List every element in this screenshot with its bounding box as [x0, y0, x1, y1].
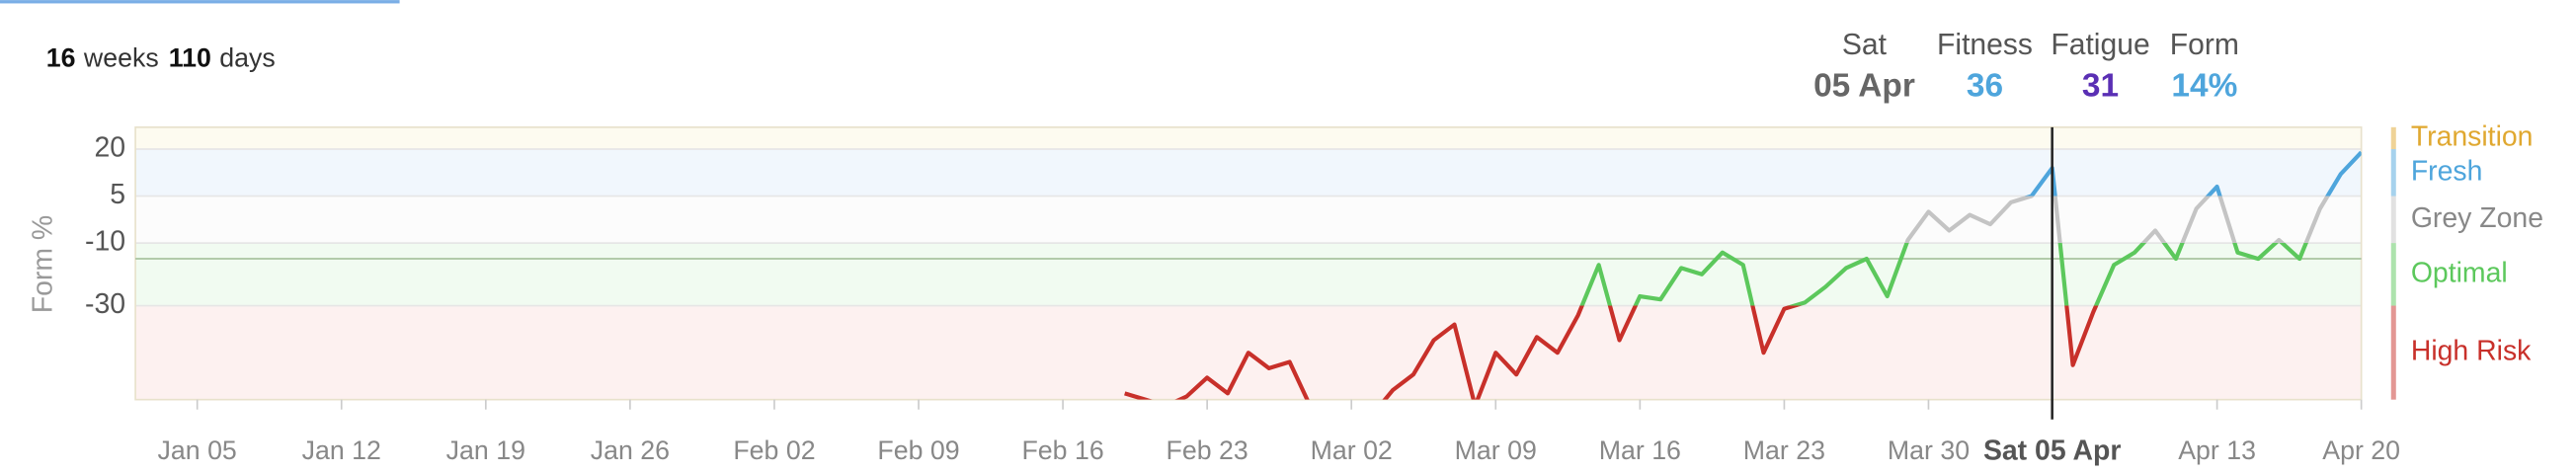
x-tick-label: Feb 23	[1167, 435, 1248, 465]
zone-label: Fresh	[2411, 155, 2483, 187]
x-tick-label: Apr 20	[2322, 435, 2400, 465]
summary-unit: days	[219, 42, 275, 72]
summary-value: 110	[169, 42, 211, 72]
zone-label: Optimal	[2411, 257, 2508, 288]
summary: 16 weeks 110 days	[46, 42, 276, 72]
y-tick-label: -30	[85, 288, 125, 320]
y-tick-label: 20	[94, 132, 125, 164]
x-tick-label: Mar 16	[1599, 435, 1681, 465]
zone-strip	[2390, 196, 2396, 244]
zone-band	[135, 126, 2362, 150]
cursor-label: Sat 05 Apr	[1983, 435, 2121, 467]
readout-value: 14%	[2171, 68, 2237, 105]
cursor-label-bg	[1975, 433, 2129, 473]
tab-indicator	[0, 0, 400, 4]
y-tick-label: 5	[110, 179, 125, 210]
x-tick-label: Apr 13	[2178, 435, 2256, 465]
zone-strip	[2390, 305, 2396, 400]
readout-value: 36	[1967, 68, 2003, 105]
readout-date: 05 Apr	[1813, 68, 1915, 105]
readout-name: Fitness	[1937, 29, 2033, 61]
zone-band	[135, 149, 2362, 197]
x-tick-label: Mar 23	[1743, 435, 1825, 465]
x-tick-label: Jan 26	[591, 435, 670, 465]
zone-band	[135, 243, 2362, 306]
x-tick-label: Mar 02	[1311, 435, 1393, 465]
summary-unit: weeks	[83, 42, 159, 72]
x-tick-label: Jan 19	[446, 435, 525, 465]
readout-day: Sat	[1842, 29, 1888, 61]
summary-value: 16	[46, 42, 76, 72]
x-tick-label: Mar 09	[1455, 435, 1537, 465]
readout-name: Form	[2170, 29, 2239, 61]
x-tick-label: Feb 02	[733, 435, 815, 465]
zone-strip	[2390, 243, 2396, 306]
x-tick-label: Feb 16	[1021, 435, 1103, 465]
x-tick-label: Jan 05	[158, 435, 237, 465]
zone-strip	[2390, 149, 2396, 197]
y-tick-label: -10	[85, 226, 125, 258]
form-line	[1124, 150, 2362, 400]
y-axis-label: Form %	[28, 215, 59, 313]
zone-label: Grey Zone	[2411, 202, 2543, 234]
readout-value: 31	[2082, 68, 2119, 105]
readout-name: Fatigue	[2051, 29, 2149, 61]
zone-label: High Risk	[2411, 336, 2532, 367]
x-tick-label: Mar 30	[1888, 435, 1970, 465]
zone-label: Transition	[2411, 120, 2534, 152]
plot-border	[134, 125, 2363, 401]
zone-band	[135, 196, 2362, 244]
zone-strip	[2390, 126, 2396, 150]
x-tick-label: Jan 12	[302, 435, 381, 465]
x-tick-label: Feb 09	[877, 435, 959, 465]
